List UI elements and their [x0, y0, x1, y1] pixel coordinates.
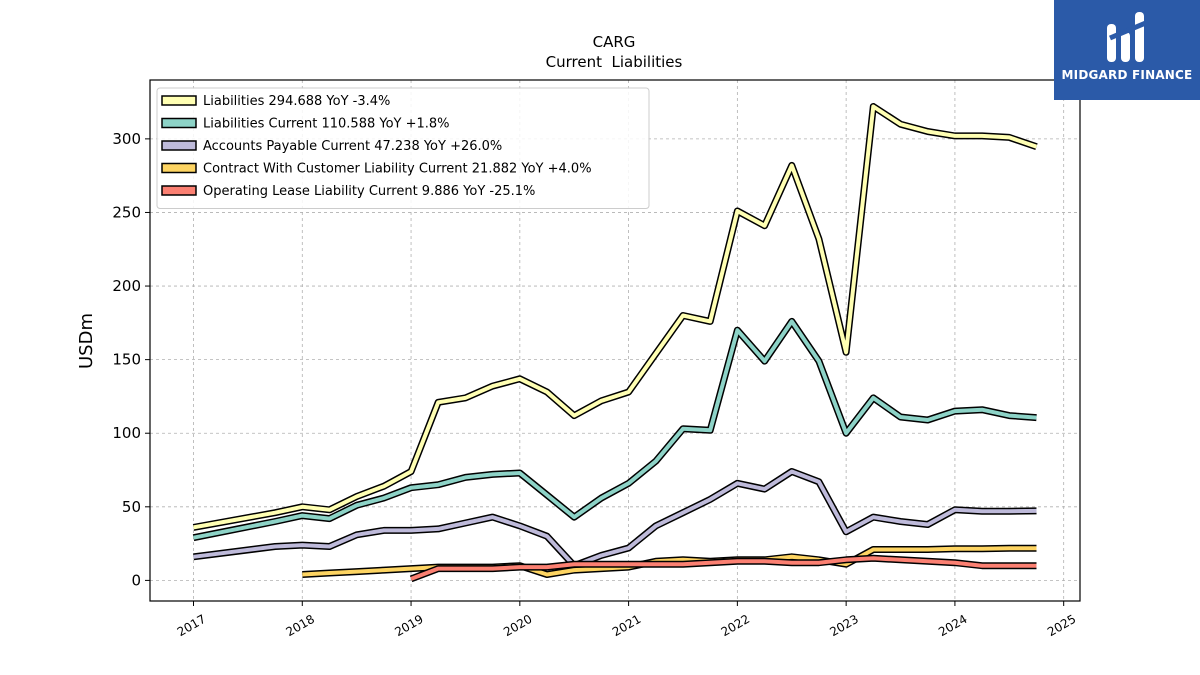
x-tick-label: 2023 [827, 612, 860, 639]
y-tick-label: 150 [112, 351, 141, 369]
chart-title: CARG [593, 33, 636, 51]
x-tick-label: 2019 [392, 612, 425, 639]
series-line-0 [193, 104, 1038, 530]
y-tick-label: 100 [112, 424, 141, 442]
series-line-1 [193, 319, 1037, 540]
legend-box [156, 87, 650, 209]
y-tick-label: 300 [112, 130, 141, 148]
legend-swatch-2 [161, 140, 197, 151]
x-tick-label: 2018 [284, 612, 317, 639]
y-tick-label: 0 [131, 571, 141, 589]
x-tick-label: 2024 [936, 612, 969, 639]
x-tick-label: 2025 [1045, 612, 1078, 639]
x-tick-label: 2021 [610, 612, 643, 639]
plot-frame [149, 79, 1081, 602]
legend-swatch-0 [161, 95, 197, 106]
legend: Liabilities 294.688 YoY -3.4% Liabilities… [156, 87, 650, 209]
y-tick-label: 50 [122, 498, 141, 516]
series-lines [192, 103, 1038, 583]
y-tick-label: 250 [112, 203, 141, 221]
logo-text: MIDGARD FINANCE [1061, 68, 1193, 82]
chart-subtitle: Current Liabilities [546, 53, 683, 71]
x-tick-label: 2022 [719, 612, 752, 639]
series-line-3 [302, 546, 1037, 577]
series-line-4 [410, 556, 1037, 581]
legend-entry-0: Liabilities 294.688 YoY -3.4% [203, 94, 390, 109]
y-tick-label: 200 [112, 277, 141, 295]
brand-logo: MIDGARD FINANCE [1054, 0, 1200, 100]
legend-entry-2: Accounts Payable Current 47.238 YoY +26.… [203, 139, 502, 154]
legend-swatch-4 [161, 185, 197, 196]
legend-entry-4: Operating Lease Liability Current 9.886 … [203, 184, 535, 199]
x-tick-label: 2020 [501, 612, 534, 639]
x-tick-label: 2017 [175, 612, 208, 639]
midgard-logo-icon [1107, 12, 1149, 62]
legend-swatch-3 [161, 162, 197, 174]
y-axis-label: USDm [76, 313, 97, 369]
legend-entry-3: Contract With Customer Liability Current… [203, 162, 592, 177]
series-line-2 [193, 469, 1037, 568]
legend-swatch-1 [161, 117, 197, 129]
legend-entry-1: Liabilities Current 110.588 YoY +1.8% [203, 117, 450, 132]
